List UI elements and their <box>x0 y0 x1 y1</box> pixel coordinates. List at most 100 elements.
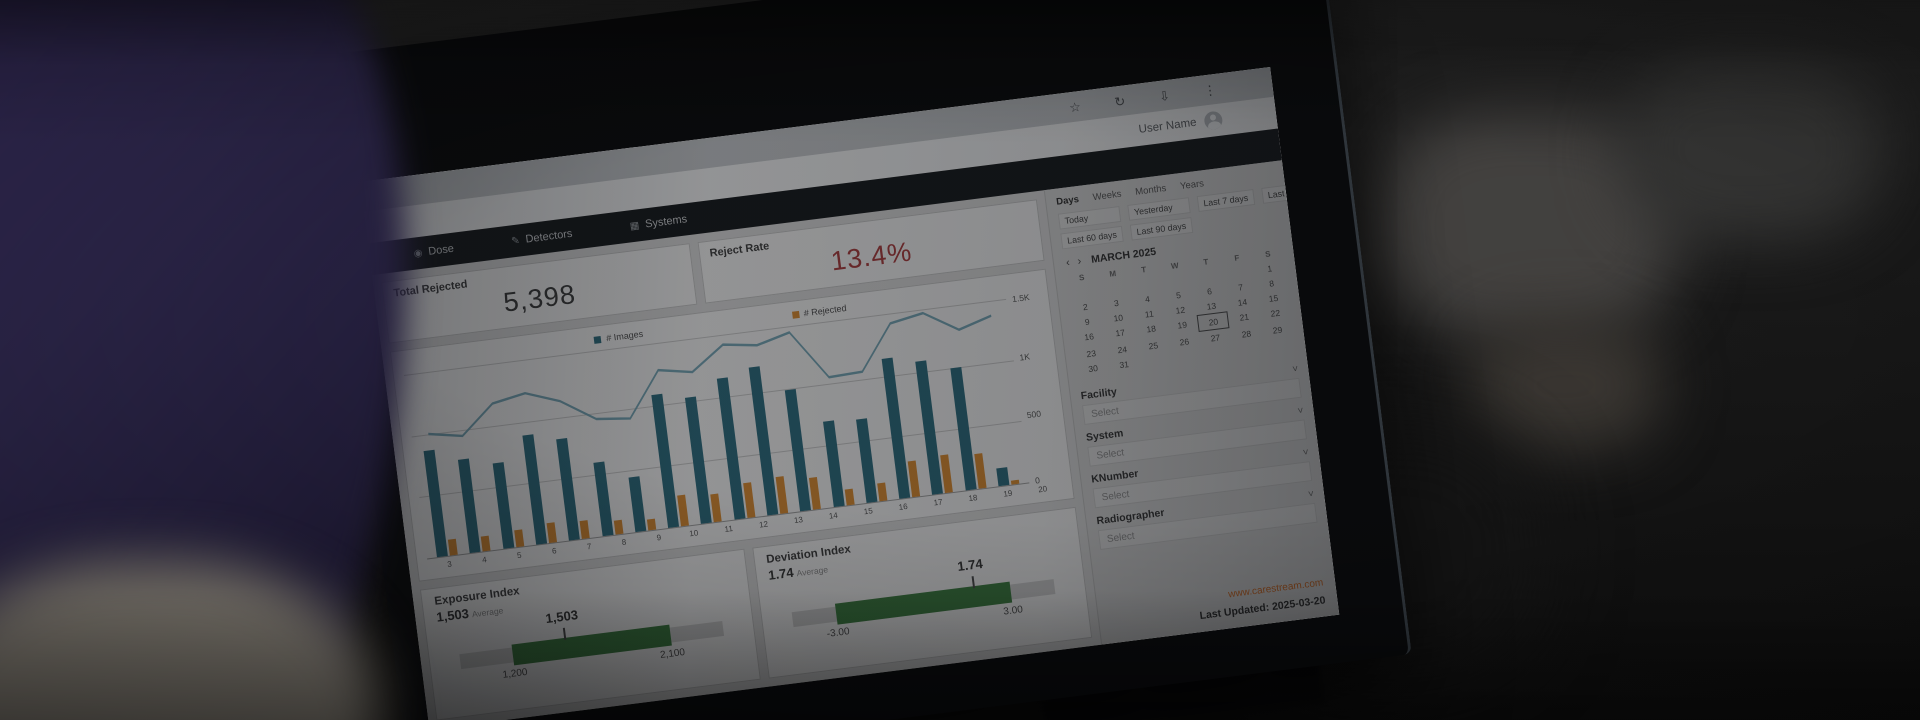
calendar-empty-cell <box>1232 339 1265 358</box>
kebab-icon[interactable]: ⋮ <box>1202 81 1218 98</box>
gauge-max-label: 3.00 <box>1002 604 1024 618</box>
quick-range-last-90-days[interactable]: Last 90 days <box>1129 217 1194 241</box>
calendar-day[interactable]: 30 <box>1087 362 1099 374</box>
quick-range-last-7-days[interactable]: Last 7 days <box>1196 189 1256 213</box>
x-tick-label: 15 <box>863 506 874 517</box>
images-bar <box>592 461 614 537</box>
tab-systems[interactable]: ▦ Systems <box>629 213 688 232</box>
x-tick-label: 10 <box>688 528 699 539</box>
gauge-marker-label: 1,503 <box>544 607 579 627</box>
gauge-target-range <box>834 581 1013 625</box>
chevron-down-icon: ˅ <box>1296 405 1305 417</box>
x-tick-label: 16 <box>898 501 909 512</box>
calendar-day[interactable]: 31 <box>1118 358 1130 370</box>
x-tick-label: 7 <box>586 541 592 552</box>
x-tick-label: 13 <box>793 515 804 526</box>
y-tick-label: 500 <box>1026 408 1042 421</box>
x-tick-label: 17 <box>933 497 944 508</box>
x-tick-label: 14 <box>828 510 839 521</box>
rejected-bar <box>546 522 558 544</box>
sidebar-footer: www.carestream.com Last Updated: 2025-03… <box>1107 573 1329 635</box>
images-bar <box>822 420 845 508</box>
gauge-min-label: -3.00 <box>826 626 851 640</box>
rejected-bar <box>448 538 458 556</box>
range-tab-days[interactable]: Days <box>1055 194 1080 208</box>
chevron-down-icon: ˅ <box>1307 488 1315 501</box>
detectors-icon: ✎ <box>510 234 521 247</box>
user-menu[interactable]: User Name <box>1138 116 1198 136</box>
calendar: ‹ › MARCH 2025 S M T W T F S 1 2 3 4 5 6 7 8 9 10 11 12 13 1… <box>1063 230 1295 377</box>
legend-item-rejected: # Rejected <box>791 303 847 320</box>
filter-label: Facility <box>1080 385 1118 403</box>
x-tick-label: 6 <box>551 546 557 556</box>
refresh-icon[interactable]: ↻ <box>1113 92 1127 110</box>
calendar-empty-cell <box>1201 343 1234 362</box>
rejected-bar <box>1010 480 1020 485</box>
quick-range-last-30-days[interactable]: Last 30 days <box>1260 180 1325 204</box>
chevron-down-icon: ˅ <box>1302 446 1310 459</box>
rejected-bar <box>809 476 822 510</box>
calendar-next-button[interactable]: › <box>1076 255 1083 268</box>
monitor-bezel: ☆ ↻ ⇩ ⋮ User Name ◉ Dose ✎ Detectors ▦ Systems T… <box>318 0 1412 720</box>
rejected-bar <box>481 535 491 552</box>
range-tab-months[interactable]: Months <box>1134 182 1167 198</box>
rejected-bar <box>742 482 756 519</box>
chart-plot <box>403 298 1030 560</box>
main-area: Total Rejected 5,398 Reject Rate 13.4% #… <box>372 190 1101 720</box>
x-tick-label: 8 <box>621 537 627 547</box>
legend-label: # Rejected <box>803 302 848 319</box>
gauge-track <box>791 579 1056 628</box>
images-bar <box>628 475 647 533</box>
avatar[interactable] <box>1203 110 1224 131</box>
gauge-average-value: 1,503 <box>435 605 470 625</box>
gauge-target-range <box>511 624 672 666</box>
rejected-bar <box>513 529 524 548</box>
x-tick-label: 12 <box>758 519 769 530</box>
x-tick-label: 20 <box>1037 484 1048 495</box>
images-bar <box>492 461 515 549</box>
rejected-bar <box>613 520 624 535</box>
calendar-empty-cell <box>1263 335 1296 354</box>
x-tick-label: 3 <box>446 559 453 569</box>
gauge: 1,503 1,200 2,100 <box>459 607 724 681</box>
tab-detectors[interactable]: ✎ Detectors <box>511 228 573 248</box>
legend-swatch-icon <box>791 310 800 319</box>
x-tick-label: 4 <box>481 555 488 565</box>
gauge-min-label: 1,200 <box>501 666 529 681</box>
images-bar <box>458 458 482 554</box>
y-tick-label: 1.5K <box>1011 291 1031 305</box>
x-tick-label: 5 <box>516 550 523 561</box>
screen: ☆ ↻ ⇩ ⋮ User Name ◉ Dose ✎ Detectors ▦ Systems T… <box>360 66 1340 720</box>
legend-label: # Images <box>605 328 644 344</box>
x-tick-label: 11 <box>723 523 734 534</box>
range-tab-weeks[interactable]: Weeks <box>1092 188 1123 204</box>
dose-icon: ◉ <box>413 247 424 260</box>
gauge-marker <box>563 627 567 640</box>
quick-range-last-60-days[interactable]: Last 60 days <box>1060 225 1124 250</box>
systems-icon: ▦ <box>629 219 640 232</box>
tab-dose-label: Dose <box>427 242 455 258</box>
tab-dose[interactable]: ◉ Dose <box>413 243 455 260</box>
calendar-prev-button[interactable]: ‹ <box>1065 256 1071 270</box>
star-icon[interactable]: ☆ <box>1068 98 1082 115</box>
gauge: 1.74 -3.00 3.00 <box>791 556 1056 640</box>
rejected-bar <box>876 482 888 502</box>
gauge-average-suffix: Average <box>471 605 504 620</box>
bar-groups <box>404 299 1029 559</box>
calendar-empty-cell <box>1170 347 1203 366</box>
rejected-bar <box>973 453 987 489</box>
images-bar <box>996 466 1010 487</box>
legend-item-images: # Images <box>593 328 644 345</box>
download-icon[interactable]: ⇩ <box>1158 87 1171 104</box>
background-blur-blob <box>1470 320 1660 450</box>
y-tick-label: 1K <box>1018 351 1031 363</box>
filters: Facility ˅ Select System ˅ Select KNumber ˅ Sele… <box>1079 356 1318 551</box>
range-tab-years[interactable]: Years <box>1179 178 1205 193</box>
images-bar <box>855 418 878 503</box>
rejected-bar <box>646 518 657 531</box>
rejected-bar <box>710 493 723 523</box>
gauge-average-value: 1.74 <box>767 564 795 583</box>
legend-swatch-icon <box>593 335 602 344</box>
filter-label: System <box>1085 427 1124 444</box>
